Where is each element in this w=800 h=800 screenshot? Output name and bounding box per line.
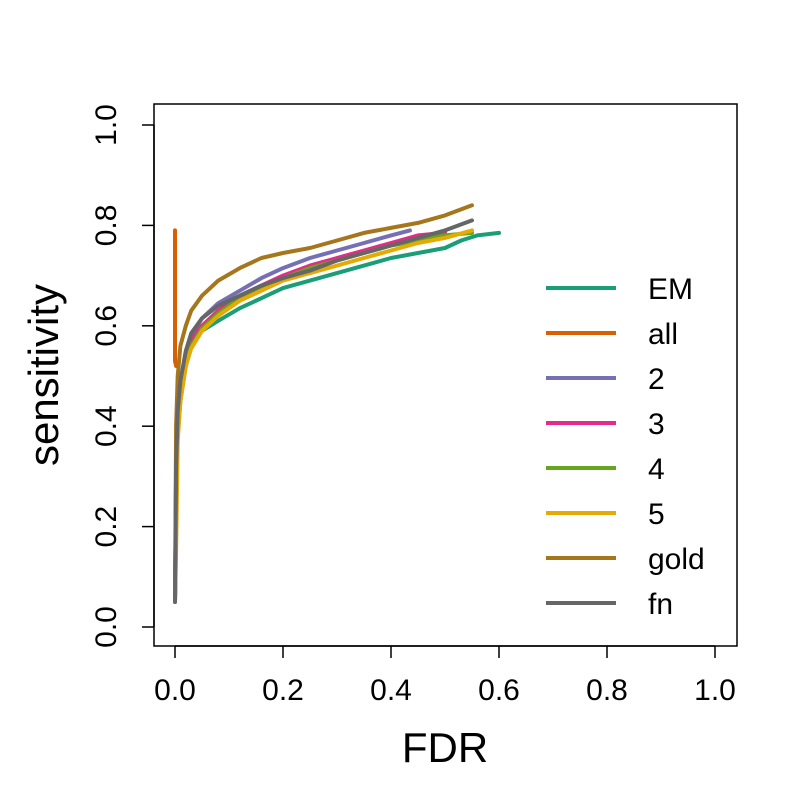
- x-tick-label: 0.2: [262, 674, 304, 707]
- y-tick-label: 0.8: [90, 205, 123, 247]
- legend-label-EM: EM: [648, 273, 693, 306]
- y-tick-label: 0.6: [90, 305, 123, 347]
- x-tick-label: 1.0: [694, 674, 736, 707]
- x-axis: 0.0 0.2 0.4 0.6 0.8 1.0: [154, 645, 736, 707]
- x-axis-title: FDR: [402, 724, 488, 771]
- legend-label-all: all: [648, 318, 678, 351]
- x-tick-label: 0.0: [154, 674, 196, 707]
- series-layer: [173, 203, 501, 604]
- series-line-all: [173, 228, 179, 368]
- series-line-4: [173, 230, 474, 604]
- legend-label-2: 2: [648, 363, 665, 396]
- legend-label-3: 3: [648, 408, 665, 441]
- series-line-5: [173, 228, 474, 604]
- series-line-3: [173, 230, 447, 604]
- legend-label-4: 4: [648, 453, 665, 486]
- y-tick-label: 0.0: [90, 606, 123, 648]
- legend: EM all 2 3 4 5 gold fn: [546, 273, 705, 621]
- y-tick-label: 0.2: [90, 506, 123, 548]
- y-tick-label: 0.4: [90, 405, 123, 447]
- series-line-EM: [173, 230, 501, 604]
- legend-label-fn: fn: [648, 588, 673, 621]
- y-axis-title: sensitivity: [20, 284, 67, 466]
- x-tick-label: 0.4: [370, 674, 412, 707]
- y-tick-label: 1.0: [90, 104, 123, 146]
- x-tick-label: 0.6: [478, 674, 520, 707]
- x-tick-label: 0.8: [586, 674, 628, 707]
- series-line-fn: [173, 218, 474, 604]
- y-axis: 0.0 0.2 0.4 0.6 0.8 1.0: [90, 104, 155, 648]
- series-line-gold: [173, 203, 474, 604]
- legend-label-gold: gold: [648, 543, 705, 576]
- legend-label-5: 5: [648, 498, 665, 531]
